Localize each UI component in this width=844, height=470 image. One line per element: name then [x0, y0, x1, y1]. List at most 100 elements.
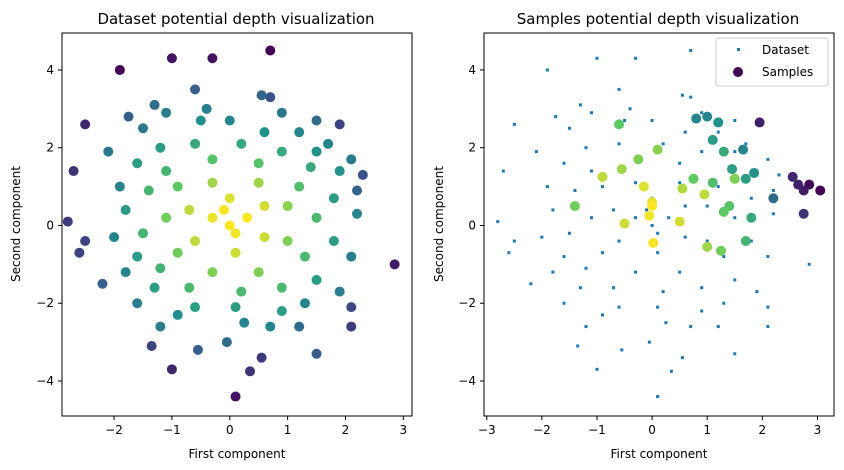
panel-samples-depth: Samples potential depth visualization −3…: [432, 10, 835, 461]
dataset-point: [683, 204, 687, 208]
dataset-point: [617, 305, 621, 309]
sample-point: [619, 218, 630, 229]
dataset-point: [507, 251, 511, 255]
dataset-point: [661, 290, 665, 294]
x-tick-label: −1: [163, 423, 181, 437]
x-tick-label: 0: [648, 423, 656, 437]
left-chart-title: Dataset potential depth visualization: [97, 10, 374, 28]
dataset-depth-point: [132, 251, 143, 262]
dataset-depth-point: [265, 92, 276, 103]
dataset-depth-point: [328, 193, 339, 204]
dataset-depth-point: [155, 142, 166, 153]
dataset-depth-point: [207, 212, 218, 223]
dataset-depth-point: [334, 119, 345, 130]
dataset-point: [584, 266, 588, 270]
dataset-point: [656, 251, 660, 255]
dataset-depth-point: [265, 321, 276, 332]
dataset-point: [617, 239, 621, 243]
sample-point: [727, 164, 738, 175]
dataset-depth-point: [172, 309, 183, 320]
dataset-depth-point: [218, 204, 229, 215]
dataset-depth-point: [352, 208, 363, 219]
dataset-point: [567, 231, 571, 235]
dataset-point: [744, 142, 748, 146]
sample-point: [707, 134, 718, 145]
sample-point: [707, 177, 718, 188]
left-y-ticks: −4 −2 0 2 4: [36, 63, 62, 388]
dataset-point: [680, 93, 684, 97]
dataset-depth-point: [224, 193, 235, 204]
sample-point: [746, 212, 757, 223]
dataset-depth-point: [224, 115, 235, 126]
dataset-depth-point: [207, 154, 218, 165]
dataset-point: [612, 208, 616, 212]
dataset-depth-point: [299, 251, 310, 262]
dataset-depth-point: [172, 247, 183, 258]
dataset-depth-point: [389, 259, 400, 270]
dataset-depth-point: [346, 251, 357, 262]
dataset-depth-point: [132, 158, 143, 169]
legend-box: [715, 37, 829, 87]
dataset-point: [634, 270, 638, 274]
legend: Dataset Samples: [715, 37, 829, 87]
dataset-depth-point: [161, 166, 172, 177]
dataset-point: [650, 118, 654, 122]
dataset-point: [705, 204, 709, 208]
dataset-depth-point: [120, 267, 131, 278]
dataset-point: [612, 286, 616, 290]
sample-point: [699, 189, 710, 200]
dataset-depth-point: [224, 220, 235, 231]
dataset-depth-point: [184, 282, 195, 293]
x-tick-label: 3: [400, 423, 408, 437]
dataset-point: [628, 107, 632, 111]
sample-point: [716, 245, 727, 256]
dataset-point: [634, 56, 638, 60]
sample-point: [638, 181, 649, 192]
dataset-point: [601, 185, 605, 189]
sample-point: [614, 119, 625, 130]
dataset-depth-point: [236, 138, 247, 149]
dataset-depth-point: [265, 45, 276, 56]
dataset-depth-point: [276, 306, 287, 317]
sample-point: [633, 154, 644, 165]
dataset-depth-point: [253, 177, 264, 188]
dataset-point: [578, 286, 582, 290]
dataset-point: [567, 126, 571, 130]
dataset-point: [766, 325, 770, 329]
dataset-depth-point: [299, 298, 310, 309]
dataset-depth-point: [80, 236, 91, 247]
dataset-point: [496, 220, 500, 224]
left-y-axis-label: Second component: [9, 166, 23, 282]
dataset-depth-point: [207, 267, 218, 278]
y-tick-label: 2: [46, 141, 54, 155]
sample-point: [729, 173, 740, 184]
dataset-point: [562, 255, 566, 259]
dataset-depth-point: [132, 298, 143, 309]
dataset-point: [551, 208, 555, 212]
sample-point: [749, 167, 760, 178]
dataset-point: [722, 255, 726, 259]
dataset-point: [601, 313, 605, 317]
dataset-depth-point: [259, 232, 270, 243]
dataset-point: [576, 344, 580, 348]
dataset-depth-point: [282, 201, 293, 212]
dataset-depth-point: [97, 278, 108, 289]
dataset-depth-point: [294, 127, 305, 138]
dataset-depth-point: [259, 127, 270, 138]
dataset-point: [584, 325, 588, 329]
dataset-point: [623, 118, 627, 122]
dataset-depth-point: [114, 64, 125, 75]
sample-point: [677, 183, 688, 194]
dataset-depth-point: [166, 53, 177, 64]
dataset-depth-point: [357, 169, 368, 180]
right-dataset-points-layer: [496, 48, 811, 399]
sample-point: [647, 201, 658, 212]
right-x-ticks: −3 −2 −1 0 1 2 3: [478, 416, 821, 437]
dataset-point: [562, 301, 566, 305]
dataset-depth-point: [155, 321, 166, 332]
dataset-point: [771, 212, 775, 216]
sample-point: [702, 241, 713, 252]
dataset-depth-point: [294, 321, 305, 332]
sample-point: [644, 210, 655, 221]
dataset-depth-point: [62, 216, 73, 227]
